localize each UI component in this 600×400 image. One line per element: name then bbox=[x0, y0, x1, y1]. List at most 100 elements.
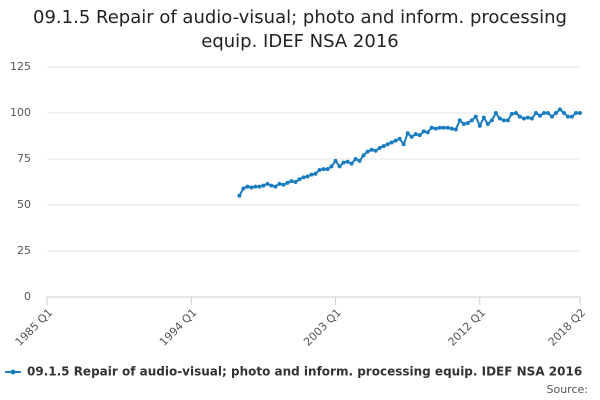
point bbox=[261, 183, 266, 188]
y-tick-label: 0 bbox=[24, 290, 31, 303]
x-tick-label: 1994 Q1 bbox=[157, 306, 200, 349]
point bbox=[337, 164, 342, 169]
point bbox=[301, 175, 306, 180]
point bbox=[313, 171, 318, 176]
line bbox=[238, 107, 580, 197]
point bbox=[578, 111, 582, 115]
source-label: Source: bbox=[547, 383, 589, 396]
point bbox=[265, 181, 270, 186]
point bbox=[273, 184, 278, 189]
point bbox=[417, 133, 422, 138]
point bbox=[341, 160, 346, 165]
point bbox=[369, 147, 374, 152]
point bbox=[549, 114, 554, 119]
point bbox=[361, 153, 366, 158]
point bbox=[513, 111, 518, 115]
y-tick-label: 125 bbox=[10, 60, 31, 73]
point bbox=[537, 113, 542, 118]
point bbox=[569, 114, 574, 119]
point bbox=[533, 111, 538, 115]
point bbox=[285, 180, 290, 185]
point bbox=[257, 184, 262, 189]
point bbox=[469, 118, 474, 123]
point bbox=[477, 123, 482, 128]
y-tick-label: 25 bbox=[17, 244, 31, 257]
legend-label: 09.1.5 Repair of audio-visual; photo and… bbox=[27, 365, 582, 379]
point bbox=[377, 145, 382, 150]
point bbox=[297, 177, 302, 182]
point bbox=[473, 114, 478, 119]
point bbox=[329, 164, 334, 169]
point bbox=[489, 118, 494, 123]
point bbox=[461, 122, 466, 127]
point bbox=[325, 167, 330, 172]
point bbox=[389, 140, 394, 145]
x-tick-label: 1985 Q1 bbox=[13, 306, 56, 349]
legend-marker bbox=[10, 369, 16, 375]
point bbox=[425, 130, 430, 135]
point bbox=[401, 142, 406, 147]
point bbox=[565, 114, 570, 119]
point bbox=[445, 125, 450, 130]
point bbox=[249, 185, 254, 190]
point bbox=[481, 115, 486, 120]
point bbox=[437, 125, 442, 130]
x-tick-label: 2018 Q2 bbox=[546, 306, 589, 349]
point bbox=[365, 149, 370, 154]
x-tick-label: 2012 Q1 bbox=[446, 306, 489, 349]
point bbox=[373, 148, 378, 153]
point bbox=[289, 179, 294, 184]
point bbox=[501, 118, 506, 123]
point bbox=[441, 125, 446, 130]
point bbox=[245, 184, 250, 189]
point bbox=[521, 116, 526, 121]
point bbox=[253, 184, 258, 189]
point bbox=[281, 182, 286, 187]
point bbox=[509, 111, 514, 116]
point bbox=[573, 111, 578, 115]
point bbox=[349, 161, 354, 166]
point bbox=[561, 111, 566, 115]
point bbox=[433, 126, 438, 131]
point bbox=[293, 180, 298, 184]
point bbox=[413, 132, 418, 137]
point bbox=[309, 172, 314, 177]
point bbox=[421, 129, 426, 134]
point bbox=[385, 142, 390, 147]
point bbox=[277, 181, 282, 186]
point bbox=[381, 144, 386, 149]
point bbox=[553, 111, 558, 115]
point bbox=[429, 125, 434, 130]
point bbox=[317, 168, 322, 173]
y-tick-label: 75 bbox=[17, 152, 31, 165]
point bbox=[517, 114, 522, 119]
point bbox=[541, 111, 546, 115]
point bbox=[357, 158, 362, 163]
point bbox=[457, 118, 462, 123]
point bbox=[405, 131, 410, 136]
point bbox=[345, 159, 350, 164]
chart-title: 09.1.5 Repair of audio-visual; photo and… bbox=[33, 7, 567, 52]
y-tick-label: 100 bbox=[10, 106, 31, 119]
point bbox=[393, 138, 398, 143]
point bbox=[409, 134, 414, 139]
point bbox=[397, 136, 402, 141]
x-tick-label: 2003 Q1 bbox=[301, 306, 344, 349]
point bbox=[493, 111, 498, 115]
point bbox=[269, 183, 274, 188]
point bbox=[557, 107, 562, 112]
point bbox=[497, 116, 502, 121]
point bbox=[529, 116, 534, 121]
point bbox=[545, 111, 550, 115]
point bbox=[305, 174, 310, 179]
point bbox=[525, 115, 530, 120]
point bbox=[465, 121, 470, 126]
point bbox=[485, 122, 490, 127]
point bbox=[333, 158, 338, 163]
point bbox=[505, 118, 510, 123]
point bbox=[453, 127, 458, 132]
y-tick-label: 50 bbox=[17, 198, 31, 211]
point bbox=[353, 157, 358, 161]
